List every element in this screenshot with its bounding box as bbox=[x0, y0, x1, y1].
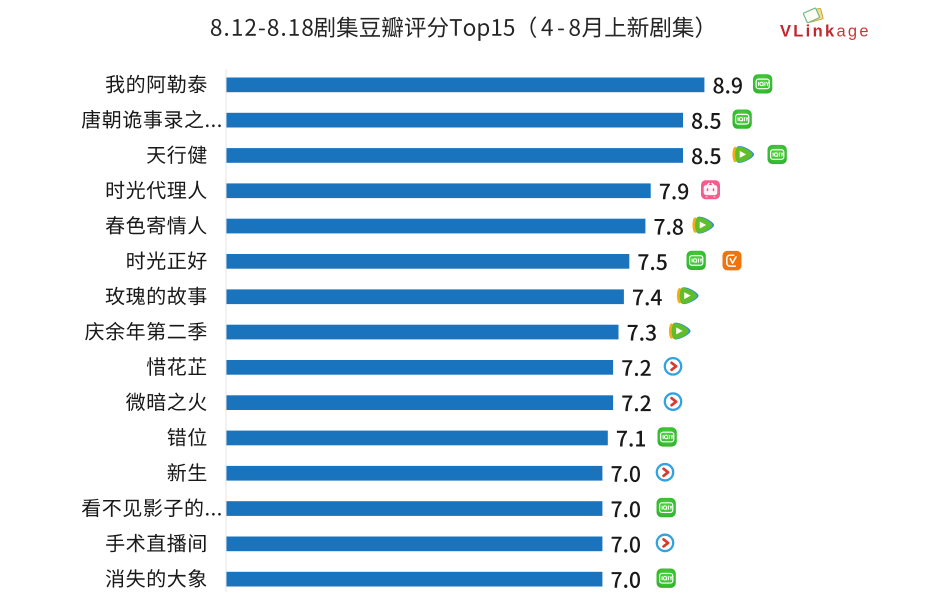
svg-text:VLinkage: VLinkage bbox=[780, 22, 871, 40]
